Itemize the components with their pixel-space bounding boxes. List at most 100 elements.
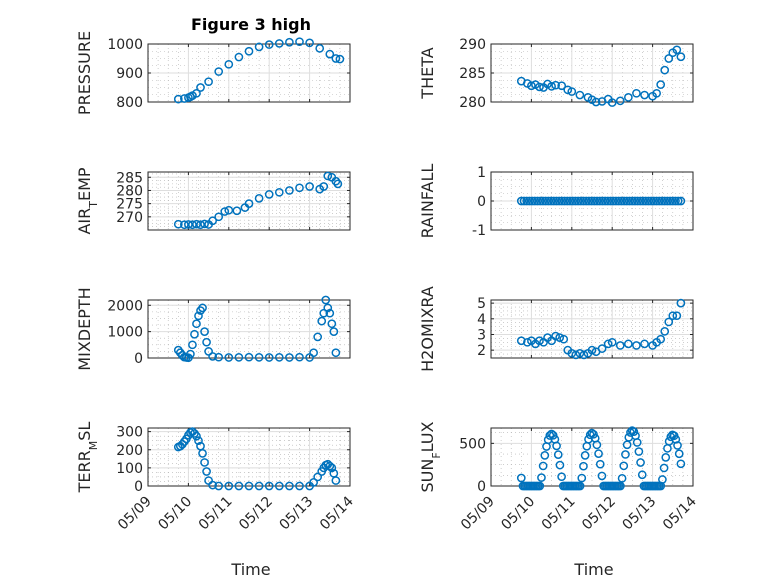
data-point	[594, 449, 603, 458]
data-point	[202, 467, 211, 476]
data-point	[327, 319, 337, 329]
data-point	[188, 340, 197, 350]
data-point	[660, 327, 670, 336]
y-tick-label: -1	[472, 223, 486, 239]
data-point	[660, 65, 670, 75]
data-point	[559, 334, 569, 344]
data-point	[553, 450, 563, 460]
y-tick-label: 500	[459, 436, 486, 452]
data-point	[325, 49, 335, 59]
data-point	[186, 349, 195, 359]
y-tick-label: 2	[477, 343, 486, 359]
data-point	[244, 199, 254, 208]
data-point	[640, 90, 649, 100]
data-point	[663, 196, 672, 206]
data-point	[541, 196, 550, 206]
y-axis-label: MIXDEPTH	[75, 287, 94, 370]
data-point	[190, 329, 199, 339]
data-point	[264, 481, 274, 491]
data-point	[676, 52, 686, 62]
y-axis-label-part: AIR	[75, 208, 94, 235]
data-point	[656, 334, 666, 344]
data-point	[295, 183, 304, 193]
data-point	[224, 481, 234, 491]
data-point	[323, 171, 333, 181]
data-point	[581, 196, 591, 206]
axes-box	[490, 427, 694, 487]
data-point	[198, 303, 207, 313]
data-point	[543, 196, 553, 206]
y-tick-label: 0	[477, 479, 486, 495]
data-point	[522, 196, 532, 206]
axes-box	[147, 171, 351, 231]
y-tick-label: 3	[477, 327, 486, 343]
y-tick-label: 0	[477, 194, 486, 210]
data-point	[274, 39, 284, 48]
data-point	[672, 311, 682, 321]
y-axis-label-part: LUX	[418, 421, 437, 452]
data-point	[331, 348, 341, 358]
data-point	[674, 449, 684, 459]
data-point	[562, 196, 572, 206]
y-axis-label-subscript: M	[87, 441, 100, 451]
data-point	[527, 81, 536, 91]
data-point	[636, 458, 645, 467]
data-point	[658, 475, 667, 484]
data-point	[621, 450, 630, 459]
y-tick-label: 900	[116, 66, 143, 82]
data-point	[557, 472, 566, 482]
data-point	[180, 220, 189, 230]
data-point	[589, 429, 598, 439]
data-point	[552, 441, 561, 451]
data-point	[597, 471, 607, 481]
data-point	[254, 42, 264, 52]
data-point	[660, 196, 670, 206]
data-point	[313, 472, 323, 482]
data-point	[224, 353, 234, 362]
data-point	[584, 196, 594, 206]
data-point	[285, 37, 294, 47]
data-point	[295, 37, 304, 47]
data-point	[630, 196, 640, 206]
y-tick-label: 280	[459, 95, 486, 111]
data-point	[200, 219, 209, 229]
data-point	[224, 59, 234, 69]
y-tick-label: 280	[116, 183, 143, 199]
y-axis-label-part: SL	[75, 422, 94, 441]
data-point	[557, 81, 567, 91]
data-point	[632, 88, 641, 98]
data-point	[672, 45, 682, 55]
data-point	[232, 206, 242, 216]
y-axis-label-part: MIXDEPTH	[75, 287, 94, 370]
data-point	[555, 333, 565, 342]
data-point	[234, 52, 244, 62]
data-point	[194, 311, 203, 321]
data-point	[673, 196, 683, 206]
data-point	[673, 441, 682, 450]
x-axis-label-right: Time	[573, 560, 613, 579]
data-point	[315, 44, 325, 53]
data-point	[652, 88, 661, 98]
y-axis-label-part: TERR	[75, 450, 94, 493]
data-point	[656, 80, 666, 89]
subplot-1: 800 900 1000 PRESSURE	[75, 31, 351, 115]
data-point	[309, 478, 318, 487]
data-point	[254, 194, 264, 203]
data-point	[254, 481, 264, 491]
y-axis-label: THETA	[418, 47, 437, 99]
data-point	[563, 85, 573, 95]
data-point	[592, 196, 602, 206]
data-point	[525, 196, 534, 206]
data-point	[579, 196, 588, 206]
data-point	[632, 438, 642, 447]
data-point	[200, 458, 209, 467]
data-point	[638, 196, 648, 206]
y-tick-label: 0	[134, 479, 143, 495]
data-point	[188, 220, 197, 230]
data-point	[616, 481, 625, 491]
data-point	[208, 216, 217, 226]
data-point	[640, 339, 649, 349]
y-tick-label: 290	[459, 37, 486, 53]
y-axis-label-part: RAINFALL	[418, 164, 437, 239]
